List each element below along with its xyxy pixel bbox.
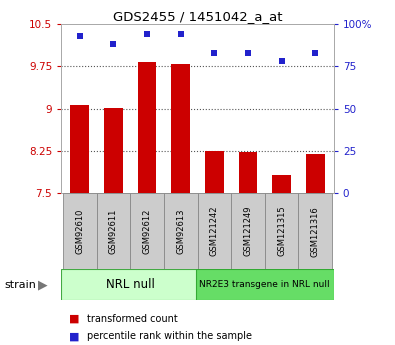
Text: NRL null: NRL null: [106, 278, 154, 291]
Title: GDS2455 / 1451042_a_at: GDS2455 / 1451042_a_at: [113, 10, 282, 23]
FancyBboxPatch shape: [130, 193, 164, 269]
Bar: [205, 151, 224, 193]
Text: GSM121242: GSM121242: [210, 206, 219, 256]
Text: GSM121249: GSM121249: [243, 206, 252, 256]
Text: GSM92610: GSM92610: [75, 208, 84, 254]
Point: [110, 42, 117, 47]
Point: [77, 33, 83, 39]
FancyBboxPatch shape: [164, 193, 198, 269]
FancyBboxPatch shape: [63, 193, 96, 269]
Point: [278, 59, 285, 64]
Text: transformed count: transformed count: [87, 314, 178, 324]
Text: NR2E3 transgene in NRL null: NR2E3 transgene in NRL null: [199, 280, 330, 289]
Point: [177, 31, 184, 37]
Text: strain: strain: [4, 280, 36, 289]
FancyBboxPatch shape: [96, 193, 130, 269]
Point: [245, 50, 251, 56]
Bar: [239, 151, 257, 193]
Text: GSM92611: GSM92611: [109, 208, 118, 254]
Bar: [306, 154, 325, 193]
Text: ■: ■: [69, 314, 80, 324]
Text: ■: ■: [69, 332, 80, 341]
Bar: [70, 105, 89, 193]
FancyBboxPatch shape: [196, 269, 334, 300]
Bar: [171, 63, 190, 193]
Bar: [104, 108, 122, 193]
FancyBboxPatch shape: [299, 193, 332, 269]
FancyBboxPatch shape: [265, 193, 299, 269]
FancyBboxPatch shape: [231, 193, 265, 269]
Text: GSM92613: GSM92613: [176, 208, 185, 254]
FancyBboxPatch shape: [198, 193, 231, 269]
Point: [211, 50, 218, 56]
Text: GSM92612: GSM92612: [143, 208, 152, 254]
Bar: [273, 175, 291, 193]
Point: [144, 31, 150, 37]
Text: ▶: ▶: [38, 278, 47, 291]
Text: GSM121315: GSM121315: [277, 206, 286, 256]
Text: GSM121316: GSM121316: [311, 206, 320, 257]
FancyBboxPatch shape: [61, 269, 199, 300]
Text: percentile rank within the sample: percentile rank within the sample: [87, 332, 252, 341]
Point: [312, 50, 318, 56]
Bar: [138, 62, 156, 193]
